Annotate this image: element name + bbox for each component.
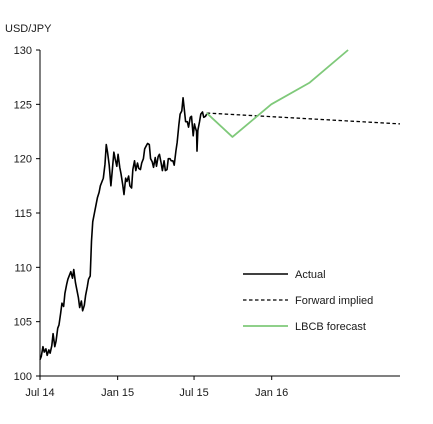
y-tick-label: 110	[14, 262, 32, 274]
x-tick-label: Jan 15	[101, 387, 134, 399]
series-layer	[39, 49, 401, 360]
x-tick-label: Jul 15	[179, 387, 208, 399]
y-tick-label: 125	[14, 99, 32, 111]
legend-label-forward-implied: Forward implied	[295, 295, 373, 307]
series-line-forward-implied	[206, 112, 401, 125]
legend-label-actual: Actual	[295, 269, 326, 281]
series-line-actual	[39, 97, 208, 360]
x-tick-label: Jan 16	[255, 387, 288, 399]
y-tick-label: 100	[14, 371, 32, 383]
x-tick-label: Jul 14	[25, 387, 54, 399]
y-tick-label: 105	[14, 317, 32, 329]
x-axis: Jul 14 Jan 15 Jul 15 Jan 16	[25, 376, 288, 399]
y-tick-label: 115	[14, 208, 32, 220]
y-tick-label: 130	[14, 45, 32, 57]
legend-label-lbcb-forecast: LBCB forecast	[295, 321, 366, 333]
y-tick-label: 120	[14, 154, 32, 166]
y-axis: 100 105 110 115 120 125 130	[14, 45, 40, 383]
y-axis-unit-label: USD/JPY	[5, 23, 52, 35]
legend: Actual Forward implied LBCB forecast	[243, 269, 373, 333]
series-line-lbcb-forecast	[206, 49, 349, 138]
